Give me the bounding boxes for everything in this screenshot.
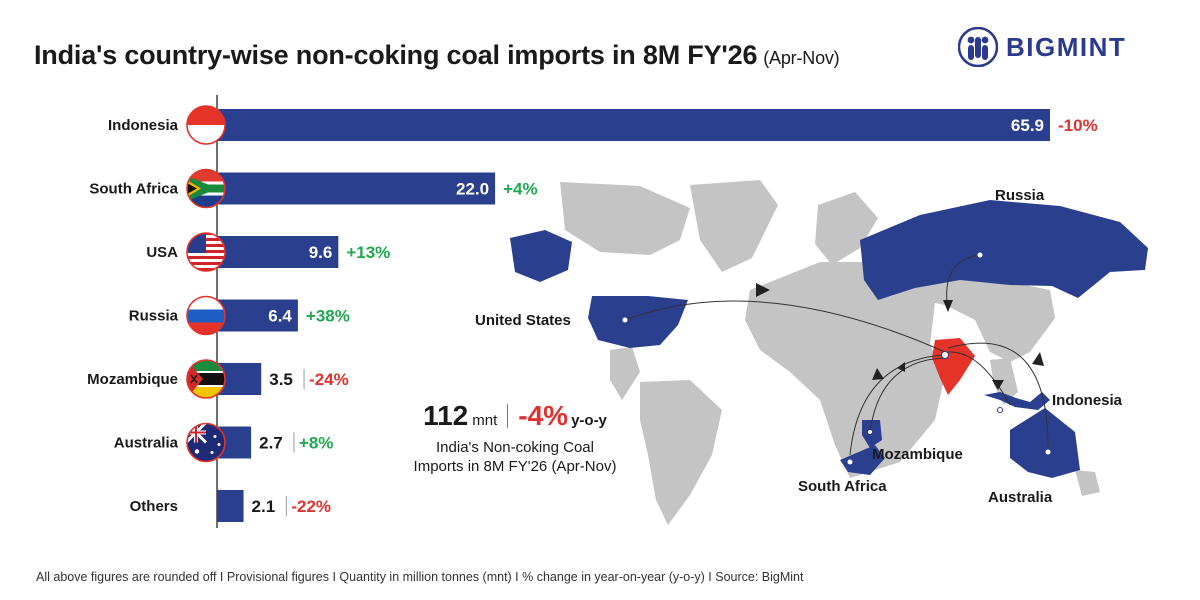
value-label: 6.4 bbox=[268, 307, 292, 326]
summary-desc-line1: India's Non-coking Coal bbox=[436, 439, 594, 456]
bar bbox=[217, 490, 244, 522]
bar-row-russia: Russia 6.4 +38% bbox=[129, 299, 350, 332]
world-map bbox=[510, 180, 1148, 525]
bar-row-south-africa: South Africa 22.0 +4% bbox=[89, 172, 538, 205]
category-label: Australia bbox=[114, 435, 179, 452]
category-label: South Africa bbox=[89, 181, 178, 198]
map-label-south-africa: South Africa bbox=[798, 478, 887, 495]
value-label: 9.6 bbox=[309, 243, 333, 262]
yoy-change-label: -22% bbox=[291, 497, 331, 516]
total-summary: 112 mnt -4% y-o-y India's Non-coking Coal I… bbox=[395, 400, 635, 476]
value-label: 2.7 bbox=[259, 434, 283, 453]
bar-row-indonesia: Indonesia 65.9 -10% bbox=[108, 109, 1098, 141]
map-label-mozambique: Mozambique bbox=[872, 446, 963, 463]
category-label: Others bbox=[130, 498, 178, 515]
bar bbox=[217, 299, 298, 332]
flag-indonesia-icon bbox=[186, 105, 226, 145]
page-title: India's country-wise non-coking coal imp… bbox=[34, 40, 840, 71]
yoy-change-label: +4% bbox=[503, 180, 538, 199]
value-label: 22.0 bbox=[456, 180, 489, 199]
brand-logo: BIGMINT bbox=[958, 22, 1126, 72]
category-label: USA bbox=[146, 244, 178, 261]
bigmint-logo-icon bbox=[958, 27, 998, 67]
map-label-australia: Australia bbox=[988, 489, 1053, 506]
route-lines bbox=[624, 254, 1049, 456]
value-label: 2.1 bbox=[252, 497, 276, 516]
summary-desc-line2: Imports in 8M FY'26 (Apr-Nov) bbox=[413, 458, 617, 475]
brand-name: BIGMINT bbox=[1006, 31, 1127, 62]
yoy-change-label: +38% bbox=[306, 307, 350, 326]
flag-russia-icon bbox=[186, 295, 226, 336]
flag-mozambique-icon bbox=[186, 359, 226, 399]
map-label-united-states: United States bbox=[475, 312, 571, 329]
yoy-change-label: -10% bbox=[1058, 116, 1098, 135]
bar bbox=[217, 109, 1050, 141]
value-label: 65.9 bbox=[1011, 116, 1044, 135]
total-change-label: y-o-y bbox=[571, 412, 607, 429]
map-label-indonesia: Indonesia bbox=[1052, 392, 1123, 409]
origin-dots bbox=[621, 251, 1052, 466]
category-label: Indonesia bbox=[108, 117, 179, 134]
map-label-russia: Russia bbox=[995, 187, 1045, 204]
yoy-change-label: +8% bbox=[299, 434, 334, 453]
total-change: -4% bbox=[518, 400, 569, 431]
route-arrows bbox=[756, 283, 1044, 390]
bar-row-mozambique: Mozambique 3.5 -24% bbox=[87, 363, 349, 395]
total-value: 112 bbox=[423, 400, 469, 431]
category-label: Russia bbox=[129, 308, 179, 325]
title-main: India's country-wise non-coking coal imp… bbox=[34, 40, 758, 70]
value-label: 3.5 bbox=[269, 370, 293, 389]
footer-notes: All above figures are rounded off I Prov… bbox=[36, 570, 804, 584]
flag-south-africa-icon bbox=[186, 168, 226, 209]
flag-australia-icon bbox=[186, 422, 226, 463]
total-unit: mnt bbox=[472, 412, 498, 429]
bar bbox=[217, 236, 339, 268]
yoy-change-label: +13% bbox=[346, 243, 390, 262]
map-highlight bbox=[510, 200, 1148, 478]
summary-divider bbox=[507, 404, 509, 428]
yoy-change-label: -24% bbox=[309, 370, 349, 389]
bar-row-usa: USA 9.6 +13% bbox=[146, 236, 390, 268]
flag-usa-icon bbox=[186, 232, 226, 272]
bar-row-others: Others 2.1 -22% bbox=[130, 490, 331, 522]
bar bbox=[217, 172, 496, 205]
category-label: Mozambique bbox=[87, 371, 178, 388]
title-period: (Apr-Nov) bbox=[763, 48, 840, 68]
